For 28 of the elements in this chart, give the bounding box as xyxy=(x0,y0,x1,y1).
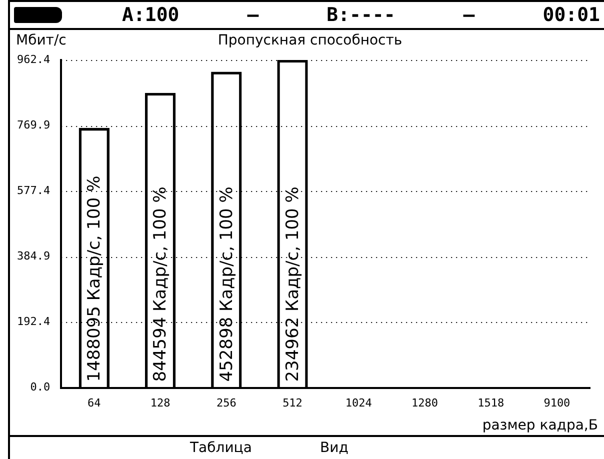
text: 00:01 xyxy=(542,4,600,26)
y-tick-label: 192.4 xyxy=(16,315,50,328)
x-tick-label: 1518 xyxy=(478,396,504,410)
x-tick-label: 9100 xyxy=(544,396,570,410)
x-tick-label: 1024 xyxy=(345,396,372,410)
y-tick-label: 0.0 xyxy=(30,380,50,394)
x-tick-label: 64 xyxy=(88,396,102,410)
x-axis-title: размер кадра,Б xyxy=(482,418,598,434)
x-tick-label: 128 xyxy=(150,396,170,410)
text: Вид xyxy=(320,440,348,456)
text: B:---- xyxy=(326,4,396,26)
x-tick-label: 512 xyxy=(282,396,302,410)
chart-title: Пропускная способность xyxy=(218,32,402,49)
text: Таблица xyxy=(190,440,252,456)
x-tick-label: 1280 xyxy=(411,396,438,410)
y-tick-label: 577.4 xyxy=(16,184,50,197)
annotation: 1488095 Кадр/с, 100 % xyxy=(84,176,105,382)
text: A:100 xyxy=(122,4,180,26)
text: — xyxy=(463,4,475,26)
y-tick-label: 384.9 xyxy=(16,250,50,263)
y-axis-title: Мбит/с xyxy=(16,32,66,49)
annotation: 452898 Кадр/с, 100 % xyxy=(216,186,237,382)
y-tick-label: 962.4 xyxy=(16,52,50,66)
text: — xyxy=(247,4,259,26)
annotation: 234962 Кадр/с, 100 % xyxy=(282,186,303,382)
annotation: 844594 Кадр/с, 100 % xyxy=(150,186,171,382)
y-tick-label: 769.9 xyxy=(16,118,50,132)
x-tick-label: 256 xyxy=(216,396,236,410)
